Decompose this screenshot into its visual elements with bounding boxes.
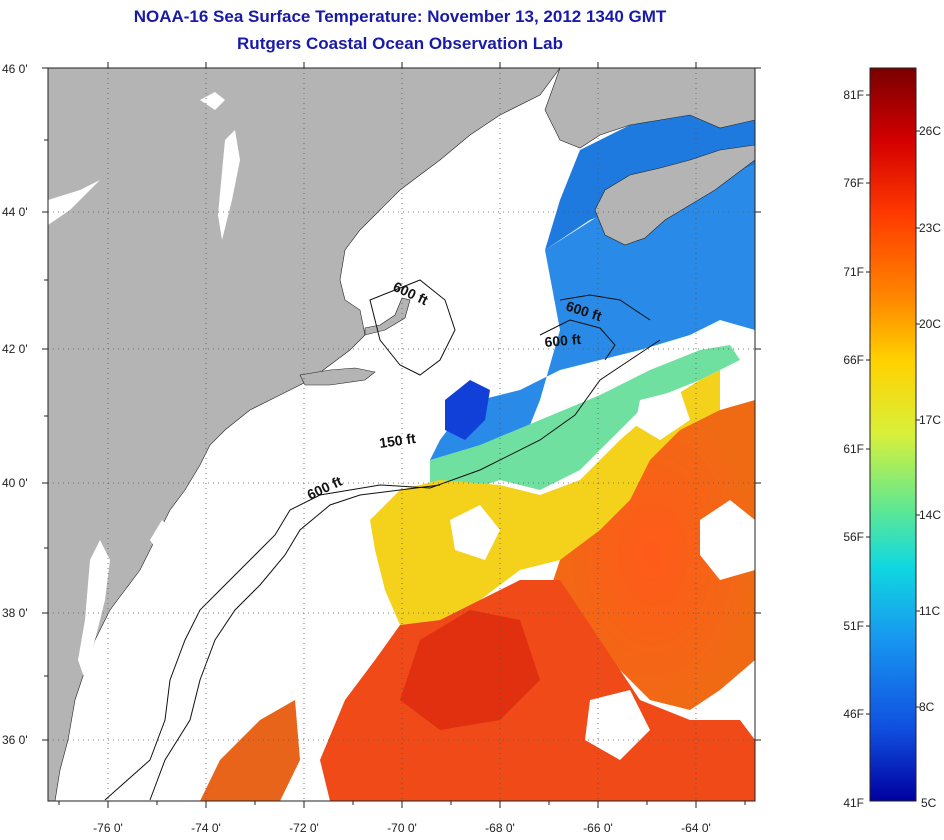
- cloud-gap-4: [700, 500, 755, 580]
- cb-f-66: 66F: [843, 353, 864, 367]
- lon-label-72: -72 0': [289, 821, 319, 835]
- lon-label-68: -68 0': [485, 821, 515, 835]
- contour-label-600ft-georges: 600 ft: [544, 331, 582, 350]
- cloud-gap-2: [635, 390, 690, 440]
- graticule: [48, 68, 755, 801]
- cb-c-5: 5C: [921, 796, 937, 810]
- bathymetry-contours: [104, 279, 661, 801]
- inland-lake-3: [48, 180, 100, 225]
- cb-f-76: 76F: [843, 176, 864, 190]
- colorbar-fahrenheit-ticks: [866, 94, 870, 715]
- map-subtitle: Rutgers Coastal Ocean Observation Lab: [237, 34, 563, 53]
- cb-c-8: 8C: [919, 700, 935, 714]
- map-layers: 600 ft 600 ft 600 ft 150 ft 600 ft: [48, 68, 755, 801]
- cb-f-71: 71F: [843, 265, 864, 279]
- cb-f-51: 51F: [843, 619, 864, 633]
- temperature-colorbar: [869, 67, 917, 802]
- coldest-water-patch: [445, 380, 490, 440]
- cb-f-41: 41F: [843, 796, 864, 810]
- cloud-gap-1: [450, 505, 500, 560]
- map-title: NOAA-16 Sea Surface Temperature: Novembe…: [133, 7, 667, 26]
- lat-label-46: 46 0': [2, 62, 28, 76]
- cb-f-56: 56F: [843, 530, 864, 544]
- colorbar-celsius-ticks: [916, 130, 920, 708]
- longitude-axis: [58, 62, 746, 808]
- lat-label-40: 40 0': [2, 476, 28, 490]
- cb-c-17: 17C: [919, 413, 941, 427]
- lon-label-66: -66 0': [583, 821, 613, 835]
- inland-lake-1: [200, 92, 225, 110]
- lon-label-76: -76 0': [93, 821, 123, 835]
- cb-c-23: 23C: [919, 221, 941, 235]
- cb-c-11: 11C: [919, 604, 940, 618]
- contour-label-150ft: 150 ft: [378, 430, 417, 451]
- cb-f-81: 81F: [843, 88, 864, 102]
- cb-f-46: 46F: [843, 707, 864, 721]
- delaware-bay: [150, 520, 172, 555]
- warm-water-core: [400, 610, 540, 730]
- lon-label-70: -70 0': [387, 821, 417, 835]
- lon-label-74: -74 0': [191, 821, 221, 835]
- inland-lake-2: [218, 130, 240, 240]
- cb-c-20: 20C: [919, 317, 941, 331]
- lat-label-36: 36 0': [2, 733, 28, 747]
- cloud-gap-3: [585, 690, 650, 760]
- yellow-band: [370, 370, 720, 625]
- transition-water: [430, 345, 740, 490]
- lon-label-64: -64 0': [681, 821, 711, 835]
- cold-water-region: [430, 165, 755, 470]
- lat-label-38: 38 0': [2, 606, 28, 620]
- cb-c-26: 26C: [919, 124, 941, 138]
- warm-water-south-patch: [200, 700, 300, 801]
- cb-f-61: 61F: [843, 442, 864, 456]
- lat-label-42: 42 0': [2, 342, 28, 356]
- land-nova-scotia: [594, 144, 755, 246]
- latitude-axis: [42, 67, 761, 741]
- warm-water-east: [550, 400, 755, 710]
- land-long-island: [299, 367, 376, 386]
- chesapeake-bay: [78, 540, 110, 680]
- lat-label-44: 44 0': [2, 205, 28, 219]
- land-new-brunswick: [544, 68, 755, 149]
- cb-c-14: 14C: [919, 508, 941, 522]
